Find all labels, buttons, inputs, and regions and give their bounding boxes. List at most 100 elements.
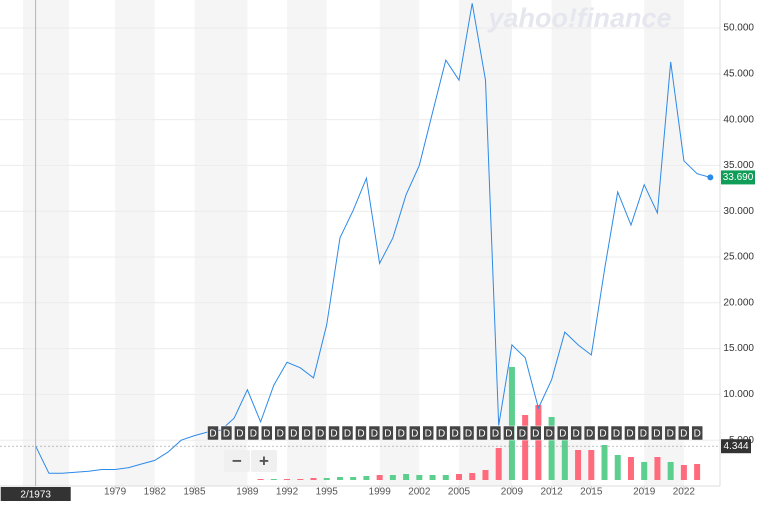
volume-bar (667, 462, 674, 480)
dividend-label: D (532, 429, 539, 440)
volume-bar (403, 474, 410, 480)
dividend-marker (409, 425, 421, 441)
volume-bar (257, 479, 264, 480)
dividend-marker (556, 425, 569, 441)
dividend-marker (489, 425, 502, 441)
volume-bar (614, 455, 621, 480)
last-price-box (721, 170, 755, 185)
y-tick-label: 25.000 (723, 252, 754, 263)
dividend-label: D (384, 429, 391, 440)
zoom-button-bg (224, 450, 250, 472)
y-tick-label: 30.000 (723, 206, 754, 217)
volume-bar (535, 405, 542, 480)
period-band (194, 0, 248, 486)
dividend-marker (583, 425, 596, 441)
dividend-label: D (438, 429, 445, 440)
volume-bar (363, 476, 370, 480)
dividend-marker (597, 425, 609, 441)
x-tick-label: 1989 (236, 487, 259, 498)
last-point (707, 174, 714, 181)
zoom-button[interactable]: + (251, 450, 277, 472)
dividend-label: D (398, 429, 405, 440)
volume-bar (310, 478, 317, 480)
volume-bar (627, 457, 634, 480)
dividend-label: D (236, 429, 243, 440)
dividend-marker (207, 425, 219, 441)
volume-bar (495, 448, 502, 480)
volume-bar (508, 367, 515, 480)
dividend-label: D (465, 429, 472, 440)
dividend-label: D (640, 429, 647, 440)
volume-bar (350, 477, 357, 480)
dividend-label: D (667, 429, 674, 440)
crosshair-date: 2/1973 (20, 490, 51, 501)
dividend-label: D (505, 429, 512, 440)
dividend-label: D (478, 429, 485, 440)
volume-bar (641, 462, 648, 480)
x-tick-label: 2019 (633, 487, 656, 498)
volume-bar (680, 465, 687, 480)
period-band (551, 0, 592, 486)
dividend-marker (341, 425, 354, 441)
dividend-marker (570, 425, 582, 441)
volume-bar (389, 475, 396, 480)
dividend-label: D (344, 429, 351, 440)
dividend-marker (664, 425, 677, 441)
period-band (115, 0, 155, 486)
dividend-label: D (694, 429, 701, 440)
volume-bar (456, 474, 463, 480)
dividend-label: D (559, 429, 566, 440)
x-tick-label: 2015 (580, 487, 603, 498)
y-tick-label: 40.000 (723, 114, 754, 125)
logo: yahoo!finance (486, 3, 671, 33)
dividend-marker (395, 425, 408, 441)
volume-bar (654, 457, 661, 480)
dividend-label: D (599, 429, 606, 440)
dividend-label: D (317, 429, 324, 440)
dividend-label: D (586, 429, 593, 440)
dividend-label: D (492, 429, 499, 440)
dividend-marker (516, 425, 529, 441)
dividend-label: D (209, 429, 216, 440)
dividend-label: D (411, 429, 418, 440)
volume-bar (416, 475, 423, 480)
zoom-button-label[interactable]: − (232, 451, 242, 470)
dividend-label: D (263, 429, 270, 440)
dividend-marker (435, 425, 448, 441)
volume-bar (561, 430, 568, 480)
y-tick-label: 15.000 (723, 343, 754, 354)
dividend-marker (651, 425, 663, 441)
volume-bar (336, 477, 343, 480)
x-tick-label: 1985 (183, 487, 206, 498)
zoom-button-label[interactable]: + (259, 451, 269, 470)
dividend-marker (301, 425, 313, 441)
dividend-label: D (223, 429, 230, 440)
zoom-button[interactable]: − (224, 450, 250, 472)
dividend-label: D (304, 429, 311, 440)
x-tick-label: 2009 (501, 487, 524, 498)
dividend-marker (530, 425, 542, 441)
dividend-label: D (573, 429, 580, 440)
price-line (35, 3, 711, 474)
volume-bar (575, 450, 582, 480)
dividend-label: D (425, 429, 432, 440)
volume-bar (442, 475, 449, 480)
volume-bar (601, 445, 608, 480)
volume-bar (694, 464, 701, 480)
x-tick-label: 2022 (673, 487, 696, 498)
period-band (23, 0, 69, 486)
dividend-label: D (613, 429, 620, 440)
dividend-label: D (546, 429, 553, 440)
period-band (459, 0, 512, 486)
dividend-label: D (451, 429, 458, 440)
y-tick-label: 20.000 (723, 297, 754, 308)
dividend-marker (422, 425, 434, 441)
volume-bar (270, 479, 277, 480)
volume-bar (323, 478, 330, 480)
dividend-label: D (680, 429, 687, 440)
dividend-marker (274, 425, 286, 441)
volume-bar (482, 470, 489, 480)
crosshair-value-box (721, 439, 751, 454)
y-tick-label: 45.000 (723, 68, 754, 79)
